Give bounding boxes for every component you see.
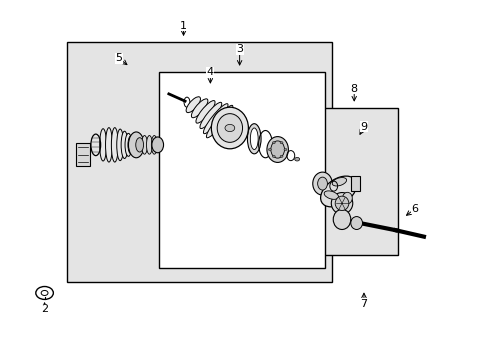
Ellipse shape — [334, 196, 348, 211]
Ellipse shape — [128, 132, 144, 158]
Ellipse shape — [117, 129, 123, 161]
Ellipse shape — [186, 97, 200, 113]
Ellipse shape — [191, 99, 207, 118]
Text: 9: 9 — [360, 122, 367, 132]
Ellipse shape — [320, 176, 356, 207]
Ellipse shape — [330, 193, 352, 214]
Bar — [159, 72, 325, 268]
Ellipse shape — [111, 128, 118, 162]
Ellipse shape — [146, 135, 152, 154]
Text: 4: 4 — [206, 67, 213, 77]
Circle shape — [224, 125, 234, 132]
Ellipse shape — [196, 100, 215, 123]
Ellipse shape — [312, 172, 331, 195]
Text: 5: 5 — [115, 53, 122, 63]
Ellipse shape — [105, 128, 112, 162]
Ellipse shape — [128, 135, 135, 154]
Circle shape — [284, 148, 286, 150]
Circle shape — [280, 141, 283, 144]
Ellipse shape — [332, 210, 350, 229]
Ellipse shape — [100, 129, 106, 161]
Text: 8: 8 — [350, 84, 357, 94]
Circle shape — [272, 141, 275, 144]
Ellipse shape — [211, 107, 248, 149]
Bar — [312, 108, 397, 255]
Ellipse shape — [350, 217, 362, 229]
Ellipse shape — [270, 141, 284, 158]
Ellipse shape — [247, 124, 261, 154]
Circle shape — [272, 155, 275, 157]
Ellipse shape — [217, 114, 242, 142]
Ellipse shape — [136, 138, 143, 152]
Ellipse shape — [203, 104, 227, 134]
Ellipse shape — [342, 192, 351, 204]
Circle shape — [280, 155, 283, 157]
Ellipse shape — [151, 135, 157, 154]
Ellipse shape — [324, 191, 338, 199]
Ellipse shape — [142, 135, 147, 154]
Text: 1: 1 — [180, 21, 187, 31]
Ellipse shape — [206, 105, 232, 138]
Bar — [66, 42, 331, 282]
Ellipse shape — [317, 177, 327, 190]
Text: 3: 3 — [236, 44, 243, 54]
Circle shape — [294, 157, 299, 161]
Bar — [350, 176, 359, 192]
Text: 2: 2 — [41, 304, 48, 314]
Text: 7: 7 — [360, 299, 367, 309]
Ellipse shape — [125, 134, 132, 156]
Ellipse shape — [200, 102, 222, 129]
Text: 6: 6 — [411, 204, 418, 214]
Circle shape — [268, 148, 271, 150]
Ellipse shape — [121, 131, 128, 158]
Ellipse shape — [331, 177, 346, 186]
Bar — [76, 143, 90, 166]
Ellipse shape — [266, 136, 288, 162]
Ellipse shape — [152, 137, 163, 153]
Ellipse shape — [250, 128, 258, 149]
